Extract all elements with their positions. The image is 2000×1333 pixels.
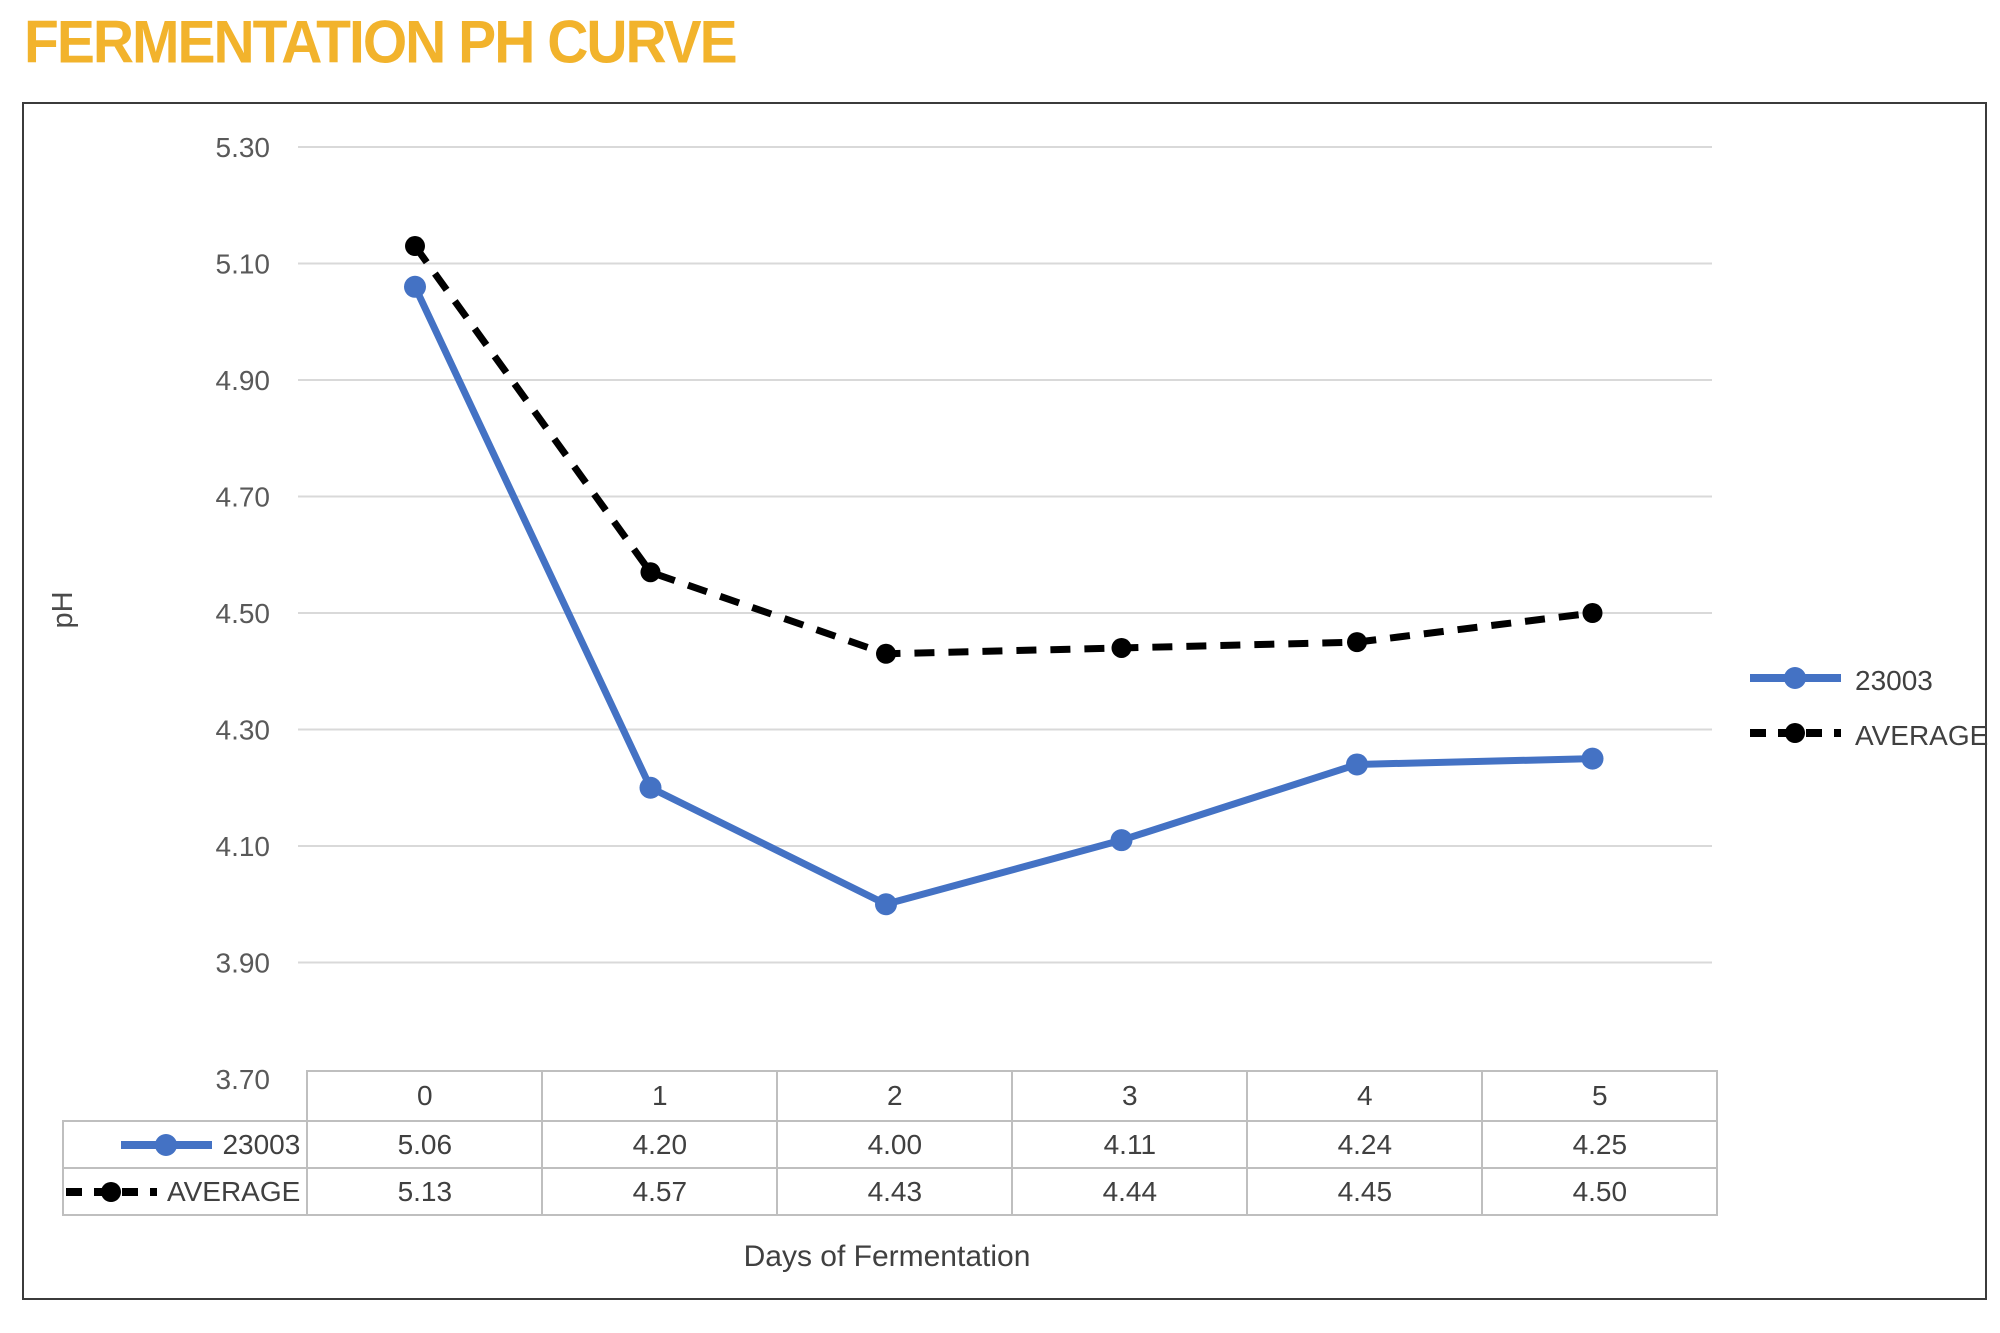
- data-point-23003-day5: [1581, 747, 1604, 770]
- table-day-header: 1: [541, 1070, 779, 1122]
- data-point-23003-day4: [1346, 753, 1368, 776]
- table-value-cell: 4.44: [1011, 1167, 1249, 1216]
- legend-item-average: AVERAGE: [1748, 715, 1988, 757]
- data-point-AVERAGE-day3: [1111, 637, 1132, 658]
- table-value-cell: 4.25: [1481, 1120, 1719, 1169]
- legend-label: AVERAGE: [1855, 720, 1989, 751]
- table-day-header: 4: [1246, 1070, 1484, 1122]
- table-row: AVERAGE 5.13 4.57 4.43 4.44 4.45 4.50: [61, 1167, 1719, 1216]
- y-axis-title: pH: [47, 591, 79, 628]
- table-row: 23003 5.06 4.20 4.00 4.11 4.24 4.25: [61, 1120, 1719, 1169]
- series-swatch-icon: [1750, 666, 1841, 689]
- y-tick-label: 3.90: [216, 948, 271, 979]
- series-swatch-icon: [1750, 722, 1841, 743]
- table-value-cell: 4.45: [1246, 1167, 1484, 1216]
- table-value-cell: 4.11: [1011, 1120, 1249, 1169]
- y-tick-label: 4.90: [216, 365, 271, 396]
- data-point-AVERAGE-day2: [876, 643, 896, 664]
- series-swatch-icon: [121, 1133, 213, 1156]
- table-series-cell: AVERAGE: [61, 1167, 309, 1216]
- data-point-23003-day0: [404, 275, 426, 298]
- data-point-AVERAGE-day4: [1347, 632, 1367, 653]
- table-series-cell: 23003: [61, 1120, 309, 1169]
- chart-legend: 23003 AVERAGE: [1748, 660, 1988, 757]
- y-tick-label: 5.30: [216, 132, 271, 163]
- series-average-swatch-icon: [1748, 720, 1843, 753]
- table-value-cell: 4.24: [1246, 1120, 1484, 1169]
- y-tick-label: 4.50: [216, 598, 271, 629]
- series-line-23003: [411, 285, 1593, 908]
- y-tick-label: 3.70: [216, 1064, 271, 1095]
- line-chart: 5.30 5.10 4.90 4.70 4.50 4.30 4.10 3.90 3.70 pH: [47, 132, 1712, 1095]
- table-day-header: 0: [306, 1070, 544, 1122]
- data-point-23003-day3: [1110, 829, 1133, 852]
- page-title: FERMENTATION PH CURVE: [24, 9, 738, 77]
- legend-label: 23003: [1855, 665, 1933, 696]
- data-point-23003-day1: [639, 776, 662, 799]
- table-value-cell: 4.57: [541, 1167, 779, 1216]
- table-value-cell: 4.00: [776, 1120, 1014, 1169]
- table-day-header: 2: [776, 1070, 1014, 1122]
- table-value-cell: 4.50: [1481, 1167, 1719, 1216]
- series-swatch-icon: [66, 1181, 157, 1202]
- y-tick-label: 4.10: [216, 831, 271, 862]
- table-value-cell: 5.06: [306, 1120, 544, 1169]
- data-point-23003-day2: [875, 893, 897, 916]
- table-day-header: 5: [1481, 1070, 1719, 1122]
- data-point-AVERAGE-day1: [640, 562, 661, 583]
- series-23003-swatch-icon: [1748, 665, 1843, 698]
- table-value-cell: 4.43: [776, 1167, 1014, 1216]
- legend-item-23003: 23003: [1748, 660, 1988, 702]
- y-tick-label: 4.30: [216, 715, 271, 746]
- table-value-cell: 4.20: [541, 1120, 779, 1169]
- y-tick-label: 4.70: [216, 482, 271, 513]
- data-point-AVERAGE-day0: [405, 236, 425, 257]
- data-point-AVERAGE-day5: [1582, 603, 1603, 623]
- y-tick-label: 5.10: [216, 249, 271, 280]
- table-value-cell: 5.13: [306, 1167, 544, 1216]
- series-line-AVERAGE: [412, 243, 1593, 658]
- x-axis-title: Days of Fermentation: [743, 1240, 1031, 1273]
- table-corner-cell: [63, 1071, 307, 1121]
- chart-container: 5.30 5.10 4.90 4.70 4.50 4.30 4.10 3.90 3.70 pH 2…: [22, 102, 1988, 1300]
- table-day-header: 3: [1011, 1070, 1249, 1122]
